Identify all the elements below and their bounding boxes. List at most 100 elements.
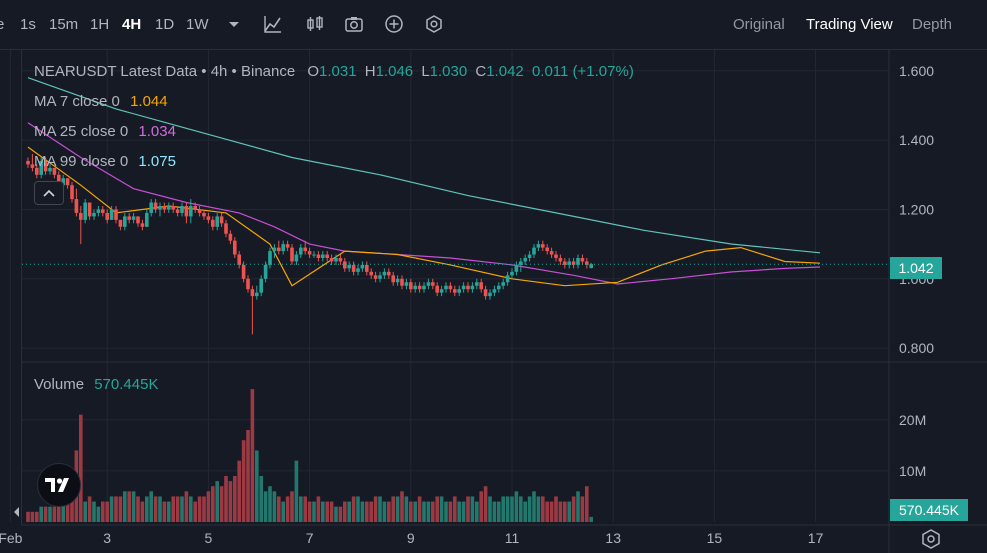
volume-bar: [536, 496, 541, 522]
candle-body: [426, 282, 431, 286]
dropdown-caret-icon[interactable]: [224, 14, 244, 34]
view-original-tab[interactable]: Original: [733, 16, 785, 33]
high-value: 1.046: [375, 63, 414, 80]
collapse-legend-button[interactable]: [34, 181, 64, 205]
candle: [395, 275, 400, 286]
volume-bar: [149, 491, 153, 522]
candle-body: [365, 264, 369, 272]
volume-bar: [549, 501, 554, 522]
indicator-chart-icon[interactable]: [263, 14, 283, 34]
candle: [391, 271, 395, 286]
candle: [312, 251, 316, 258]
interval-1w[interactable]: 1W: [186, 16, 209, 33]
scroll-left-icon[interactable]: [12, 505, 22, 519]
volume-bar: [131, 491, 136, 522]
candle: [184, 202, 189, 224]
candlestick-icon[interactable]: [305, 14, 325, 34]
candle: [259, 275, 263, 297]
chart-settings-icon[interactable]: [920, 528, 942, 550]
candle-body: [519, 261, 523, 265]
interval-1s[interactable]: 1s: [20, 16, 36, 33]
volume-bar: [193, 501, 197, 522]
volume-bar: [470, 496, 475, 522]
candle: [118, 219, 123, 231]
volume-bar: [171, 496, 175, 522]
candle: [356, 264, 360, 276]
candle: [83, 199, 87, 224]
time-tick-label: 7: [306, 530, 314, 546]
candle: [519, 258, 523, 272]
candle: [131, 212, 136, 224]
price-tick-label: 1.400: [899, 132, 934, 148]
candle-body: [39, 160, 43, 175]
candle: [140, 219, 145, 231]
view-trading-view-tab[interactable]: Trading View: [806, 16, 893, 33]
candle-body: [263, 264, 268, 279]
volume-bar: [167, 501, 171, 522]
volume-bar: [431, 501, 435, 522]
candle: [285, 240, 290, 252]
candle: [567, 258, 571, 269]
candle-body: [290, 247, 294, 262]
candle: [378, 271, 382, 283]
interval-4h[interactable]: 4H: [122, 16, 142, 33]
candle: [290, 244, 294, 265]
volume-bar: [527, 496, 532, 522]
candle: [109, 206, 114, 220]
candle: [307, 247, 312, 258]
candle-body: [259, 278, 263, 293]
candle: [74, 188, 79, 217]
candle-body: [316, 254, 321, 258]
tradingview-logo[interactable]: [37, 463, 81, 507]
candle: [136, 216, 140, 227]
candle-body: [479, 282, 483, 290]
volume-bar: [43, 506, 48, 522]
volume-bar: [250, 389, 255, 522]
chevron-up-icon: [43, 189, 55, 197]
candle: [153, 199, 158, 213]
ma25-label: MA 25 close 0: [34, 123, 129, 140]
candle: [92, 209, 96, 220]
candle: [39, 157, 43, 179]
low-value: 1.030: [429, 63, 468, 80]
settings-hex-icon[interactable]: [424, 14, 444, 34]
candle-body: [307, 251, 312, 255]
candle-body: [488, 292, 492, 297]
interval-1h[interactable]: 1H: [90, 16, 110, 33]
candle-body: [466, 285, 470, 290]
candle: [536, 240, 541, 252]
candle: [180, 202, 184, 217]
candle-body: [175, 209, 180, 213]
interval-1d[interactable]: 1D: [155, 16, 175, 33]
volume-bar: [189, 496, 193, 522]
candle-body: [167, 206, 171, 210]
candle-body: [52, 167, 57, 175]
candle: [541, 240, 545, 252]
volume-bar: [162, 501, 167, 522]
volume-bar: [347, 501, 351, 522]
interval-15m[interactable]: 15m: [49, 16, 79, 33]
volume-bar: [382, 501, 387, 522]
volume-bar: [101, 501, 105, 522]
candle-body: [65, 178, 70, 186]
camera-icon[interactable]: [344, 14, 364, 34]
chart-grid: [9, 50, 889, 522]
candle: [246, 275, 250, 293]
view-depth-tab[interactable]: Depth: [912, 16, 953, 33]
candle: [162, 202, 167, 213]
plus-circle-icon[interactable]: [384, 14, 404, 34]
candle: [589, 262, 593, 269]
candle-body: [422, 285, 426, 290]
candle-body: [580, 258, 585, 262]
candle-body: [321, 254, 325, 258]
candle-body: [118, 219, 123, 227]
candle-body: [435, 285, 439, 293]
candle: [426, 278, 431, 290]
volume-bar: [259, 476, 263, 522]
price-tick-label: 0.800: [899, 340, 934, 356]
candle-body: [563, 261, 567, 265]
volume-bar: [479, 491, 483, 522]
interval-partial[interactable]: e: [0, 16, 5, 33]
candle-body: [483, 289, 488, 297]
